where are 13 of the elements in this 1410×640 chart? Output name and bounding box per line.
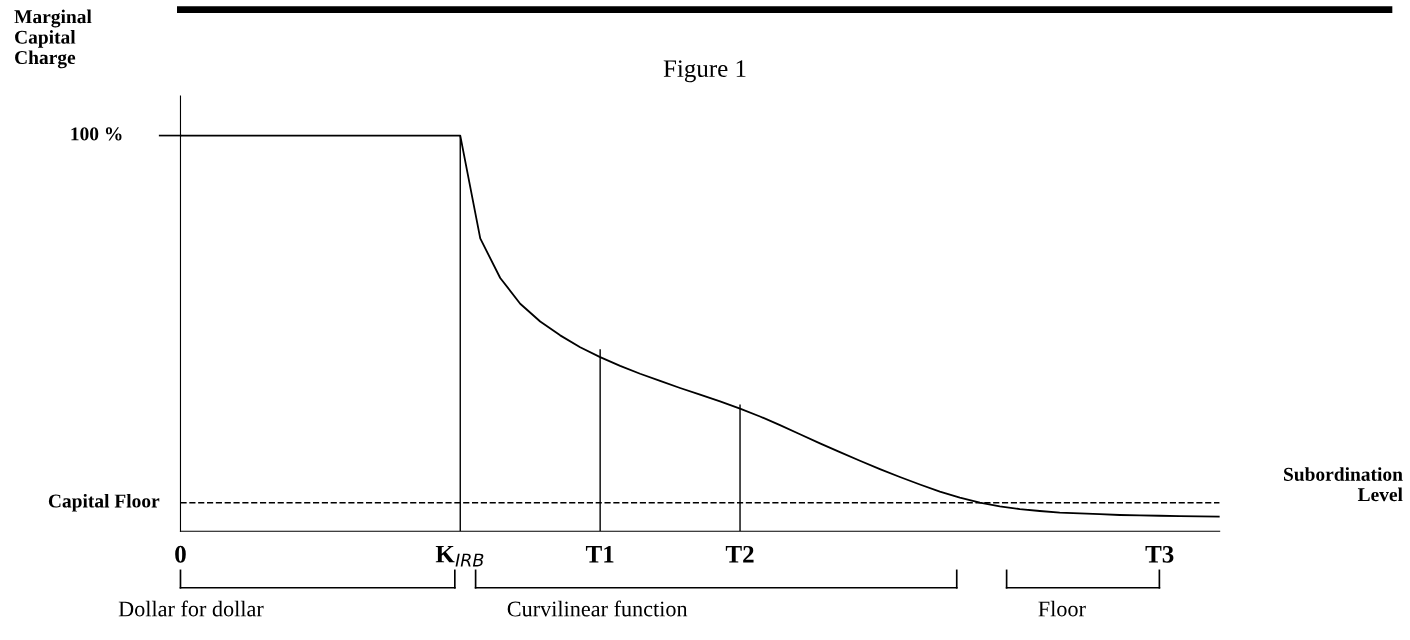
ref-line-label: Capital Floor [48,493,160,512]
x-axis-title: Subordination Level [1284,467,1403,502]
chart-title: Figure 1 [663,60,746,83]
x-tick-label: 0 [175,545,186,563]
text: Marginal Capital Charge [14,9,92,69]
x-tick-label: T1 [585,545,614,563]
text: Curvilinear function [507,600,688,617]
x-tick-label: T2 [725,545,754,563]
text: 100 % [71,127,122,141]
text: Floor [1038,600,1086,617]
x-tick-label: T3 [1145,545,1174,563]
x-tick-label: K$_{IRB}$ [435,545,484,567]
text: Dollar for dollar [118,600,264,617]
